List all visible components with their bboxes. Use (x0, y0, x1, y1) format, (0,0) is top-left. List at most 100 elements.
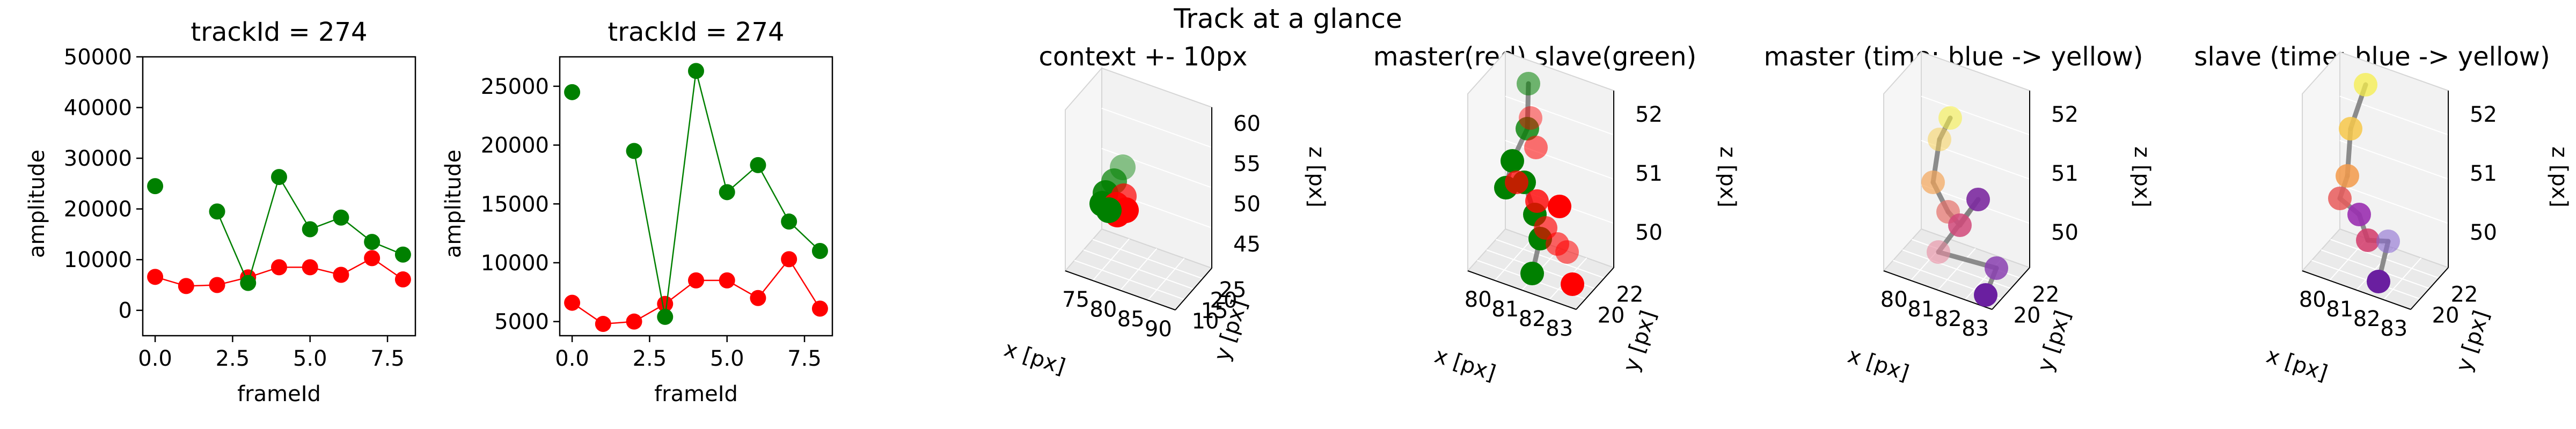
data-point (657, 308, 674, 325)
y-tick-label: 0 (119, 299, 132, 323)
x-tick-label: 2.5 (633, 346, 667, 371)
x-tick-label: 75 (1062, 287, 1089, 312)
chart4-zlabel: z [px] (1715, 146, 1740, 208)
chart1-ylabel: amplitude (25, 150, 49, 258)
data-point (719, 272, 735, 289)
series-line (633, 151, 666, 317)
z-tick-label: 50 (1635, 220, 1663, 245)
z-tick-label: 51 (2051, 161, 2079, 186)
axis-line (1576, 267, 1614, 310)
x-tick-label: 0.0 (555, 346, 589, 371)
y-tick-label: 22 (1616, 283, 1644, 307)
chart5-points (1921, 106, 2008, 307)
series-line (664, 71, 697, 317)
y-tick-label: 50000 (64, 45, 132, 70)
data-point (626, 143, 642, 159)
x-tick-label: 90 (1145, 317, 1172, 342)
data-point (811, 243, 828, 260)
data-point (333, 267, 349, 283)
track-point (1928, 128, 1951, 151)
chart6-points (2328, 73, 2400, 293)
track-point (1985, 256, 2008, 280)
data-point (394, 271, 411, 288)
data-point (302, 221, 318, 238)
track-point (1921, 171, 1945, 194)
track-point (2356, 228, 2380, 252)
chart6-xlabel: x [px] (2263, 343, 2330, 386)
grid-line (1496, 239, 1605, 279)
y-tick-label: 10 (1192, 309, 1219, 334)
data-point (271, 259, 287, 276)
x-tick-label: 82 (1935, 307, 1962, 331)
chart3-points (1089, 154, 1139, 227)
track-point (1555, 240, 1579, 264)
axis-line (2410, 267, 2449, 310)
data-point (302, 259, 318, 276)
track-point (1516, 117, 1539, 140)
data-point (750, 157, 766, 173)
series-line (695, 71, 728, 193)
grid-line (2321, 249, 2430, 289)
x-tick-label: 81 (1907, 297, 1935, 322)
track-point (2336, 164, 2359, 188)
pane (2302, 50, 2340, 272)
x-tick-label: 5.0 (293, 346, 327, 371)
y-tick-label: 15 (1201, 299, 1228, 323)
track-point (1505, 171, 1528, 194)
track-point (1524, 136, 1548, 159)
series-line (788, 258, 821, 309)
track-point (2328, 187, 2352, 210)
data-point (394, 246, 411, 263)
x-tick-label: 2.5 (216, 346, 250, 371)
y-tick-label: 20 (2432, 304, 2460, 328)
x-tick-label: 80 (2299, 287, 2326, 312)
y-tick-label: 20 (1210, 288, 1238, 313)
track-point (1966, 188, 1990, 211)
data-point (688, 63, 704, 79)
x-tick-label: 81 (2326, 297, 2353, 322)
data-point (657, 295, 674, 312)
y-tick-label: 22 (2032, 283, 2060, 307)
track-point (1501, 149, 1524, 173)
y-tick-label: 5000 (494, 310, 549, 335)
data-point (178, 278, 194, 294)
data-point (333, 209, 349, 226)
pane (1467, 50, 1506, 272)
x-tick-label: 82 (1519, 307, 1546, 331)
z-tick-label: 52 (1635, 102, 1663, 127)
grid-line (1092, 239, 1203, 279)
x-tick-label: 85 (1117, 307, 1145, 332)
chart2-plot-frame (559, 56, 833, 337)
z-tick-label: 50 (2470, 220, 2497, 245)
track-point (1520, 262, 1544, 285)
chart1-xlabel: frameId (237, 382, 321, 406)
y-tick-label: 20 (2014, 304, 2041, 328)
track-point (1548, 195, 1571, 218)
data-point (688, 272, 704, 289)
x-tick-label: 82 (2353, 307, 2381, 331)
chart3-title: context +- 10px (1038, 42, 1248, 72)
x-tick-label: 83 (1962, 316, 1989, 341)
track-point (1561, 272, 1584, 296)
data-point (564, 84, 581, 100)
axis-line (1992, 267, 2030, 310)
y-tick-label: 25000 (481, 75, 549, 99)
x-tick-label: 83 (1546, 316, 1573, 341)
z-tick-label: 52 (2470, 102, 2497, 127)
x-tick-label: 5.0 (710, 346, 744, 371)
chart2-marks: 0.0 2.5 5.0 7.5 5000 10000 15000 20000 25000 (481, 63, 828, 371)
chart5-zlabel: z [px] (2129, 146, 2154, 208)
y-tick-label: 10000 (64, 248, 132, 272)
data-point (147, 178, 164, 195)
grid-line (1505, 140, 1614, 180)
chart2-title: trackId = 274 (608, 17, 785, 47)
chart1-marks: 0.0 2.5 5.0 7.5 0 10000 20000 30000 40000 50000 (64, 45, 411, 371)
x-tick-label: 7.5 (370, 346, 405, 371)
pane (1883, 50, 1922, 272)
y-tick-label: 25 (1219, 278, 1247, 302)
x-tick-label: 83 (2380, 316, 2407, 341)
